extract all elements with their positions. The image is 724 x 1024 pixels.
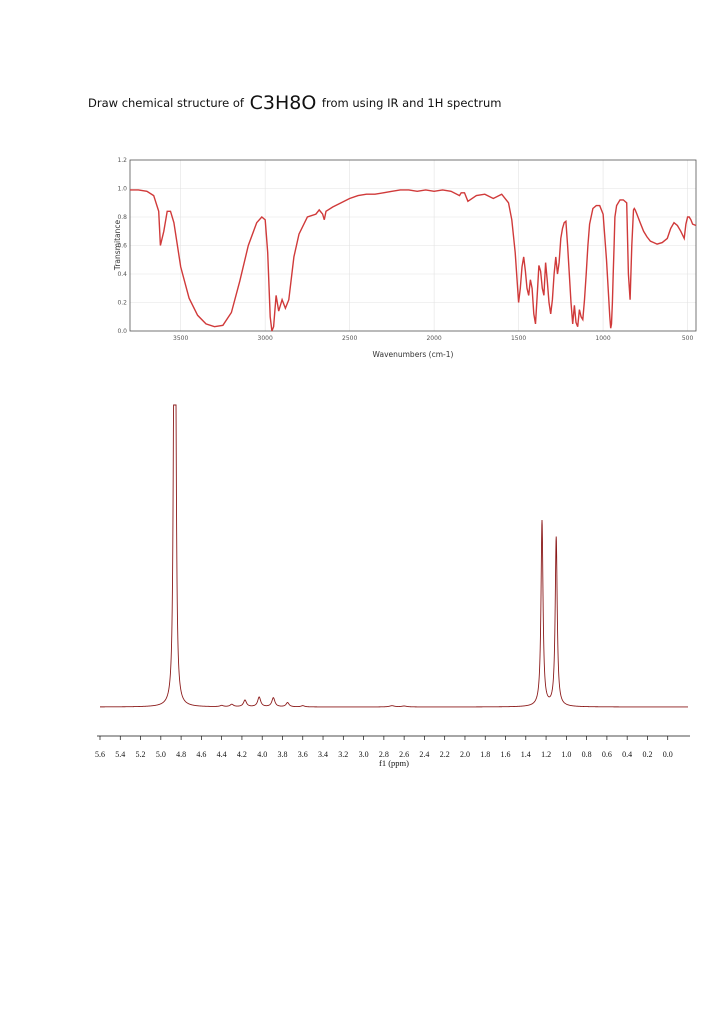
nmr-x-tick-label: 1.8 xyxy=(480,750,490,759)
nmr-x-tick-label: 1.4 xyxy=(521,750,531,759)
ir-x-tick-label: 2500 xyxy=(342,335,357,342)
nmr-x-tick-label: 1.2 xyxy=(541,750,551,759)
ir-x-ticks: 3500 3000 2500 2000 1500 1000 500 xyxy=(173,335,693,342)
nmr-x-tick-label: 5.4 xyxy=(115,750,125,759)
nmr-x-tick-label: 3.8 xyxy=(277,750,287,759)
nmr-x-tick-label: 1.6 xyxy=(501,750,511,759)
nmr-x-tick-label: 0.0 xyxy=(663,750,673,759)
question-prompt: Draw chemical structure of C3H8O from us… xyxy=(88,92,501,114)
nmr-x-tick-label: 2.0 xyxy=(460,750,470,759)
nmr-x-tick-label: 3.6 xyxy=(298,750,308,759)
nmr-x-tick-label: 0.8 xyxy=(582,750,592,759)
ir-series-line xyxy=(130,189,697,332)
ir-x-tick-label: 3500 xyxy=(173,335,188,342)
nmr-x-tick-label: 4.2 xyxy=(237,750,247,759)
ir-y-ticks: 0.0 0.2 0.4 0.6 0.8 1.0 1.2 xyxy=(117,157,127,335)
nmr-x-tick-label: 2.4 xyxy=(419,750,429,759)
ir-gridlines xyxy=(130,159,696,332)
prompt-text-after: from using IR and 1H spectrum xyxy=(318,96,502,110)
nmr-x-tick-label: 2.8 xyxy=(379,750,389,759)
nmr-x-tick-label: 3.2 xyxy=(338,750,348,759)
ir-x-tick-label: 3000 xyxy=(258,335,273,342)
ir-y-tick-label: 0.6 xyxy=(117,243,127,250)
ir-x-tick-label: 500 xyxy=(682,335,694,342)
ir-y-tick-label: 0.4 xyxy=(117,271,127,278)
ir-y-tick-label: 0.0 xyxy=(117,328,127,335)
nmr-x-tick-label: 2.2 xyxy=(440,750,450,759)
nmr-x-tick-label: 4.6 xyxy=(196,750,206,759)
nmr-x-tick-label: 4.4 xyxy=(217,750,227,759)
nmr-x-tick-label: 0.6 xyxy=(602,750,612,759)
nmr-x-tick-label: 5.6 xyxy=(95,750,105,759)
nmr-x-tick-label: 3.4 xyxy=(318,750,328,759)
nmr-x-tick-label: 5.2 xyxy=(136,750,146,759)
ir-spectrum-chart: 0.0 0.2 0.4 0.6 0.8 1.0 1.2 3500 3000 2500 2000 15… xyxy=(113,157,697,359)
ir-y-tick-label: 0.2 xyxy=(117,300,127,307)
nmr-x-tick-label: 4.0 xyxy=(257,750,267,759)
ir-y-tick-label: 1.2 xyxy=(117,157,127,164)
nmr-x-tick-label: 0.2 xyxy=(642,750,652,759)
nmr-x-axis-label: f1 (ppm) xyxy=(379,758,409,768)
nmr-spectrum-trace xyxy=(100,404,688,708)
ir-y-axis-label: Transmitance xyxy=(113,220,122,272)
nmr-x-ticks: 5.6 5.4 5.2 5.0 4.8 4.6 4.4 4.2 4.0 3.8 3.6 3.4 3.2 3… xyxy=(95,736,673,759)
ir-plot-frame xyxy=(129,159,697,332)
nmr-x-tick-label: 4.8 xyxy=(176,750,186,759)
molecular-formula: C3H8O xyxy=(249,92,317,114)
nmr-x-tick-label: 1.0 xyxy=(561,750,571,759)
nmr-spectrum-chart: 5.6 5.4 5.2 5.0 4.8 4.6 4.4 4.2 4.0 3.8 3.6 3.4 3.2 3… xyxy=(95,404,690,768)
nmr-x-tick-label: 3.0 xyxy=(359,750,369,759)
ir-x-axis-label: Wavenumbers (cm-1) xyxy=(373,350,454,359)
ir-x-tick-label: 2000 xyxy=(426,335,441,342)
prompt-text-before: Draw chemical structure of xyxy=(88,96,248,110)
ir-x-tick-label: 1000 xyxy=(595,335,610,342)
ir-y-tick-label: 1.0 xyxy=(117,186,127,193)
ir-y-tick-label: 0.8 xyxy=(117,214,127,221)
ir-x-tick-label: 1500 xyxy=(511,335,526,342)
nmr-x-tick-label: 2.6 xyxy=(399,750,409,759)
nmr-x-tick-label: 5.0 xyxy=(156,750,166,759)
nmr-x-tick-label: 0.4 xyxy=(622,750,632,759)
